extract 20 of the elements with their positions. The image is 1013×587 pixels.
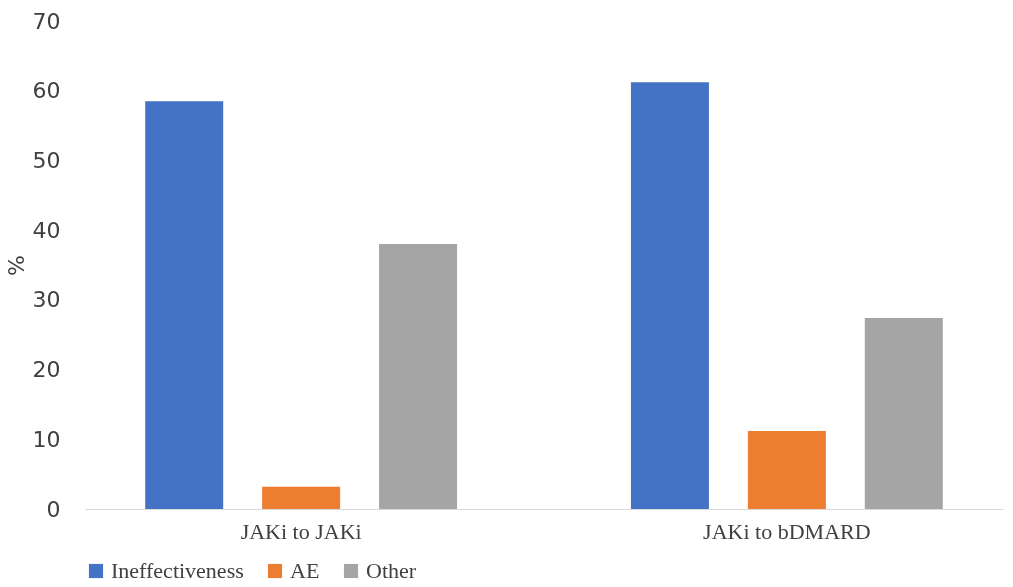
y-tick-label: 20 — [32, 357, 61, 383]
bar — [864, 317, 943, 509]
bar — [630, 82, 709, 509]
x-tick-label: JAKi to bDMARD — [703, 518, 871, 544]
y-tick-label: 50 — [32, 147, 61, 173]
bar — [747, 430, 826, 509]
x-tick-label: JAKi to JAKi — [240, 518, 362, 544]
y-tick-label: 40 — [32, 217, 61, 243]
legend-label: Ineffectiveness — [111, 558, 244, 583]
bar — [145, 101, 224, 509]
bar — [379, 244, 458, 509]
legend-label: AE — [290, 558, 320, 583]
bar — [262, 486, 341, 509]
y-tick-label: 30 — [32, 287, 61, 313]
y-tick-label: 60 — [32, 78, 61, 104]
y-tick-label: 0 — [46, 496, 61, 522]
legend-label: Other — [366, 558, 417, 583]
y-axis-title: % — [3, 255, 29, 276]
y-tick-label: 10 — [32, 426, 61, 452]
y-tick-label: 70 — [32, 8, 61, 34]
